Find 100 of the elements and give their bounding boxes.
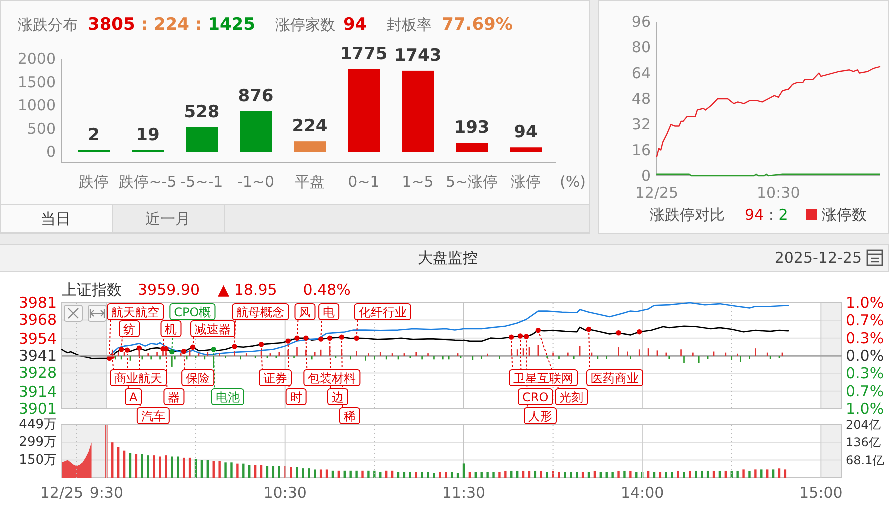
annotation: 边 [332, 390, 344, 404]
x-axis-title: (%) [560, 173, 586, 191]
x-tick-label: 9:30 [90, 484, 124, 502]
annotation: A [130, 390, 139, 404]
annotation: 化纤行业 [358, 306, 407, 320]
data-label: 528 [184, 102, 220, 122]
x-tick-label: 0~1 [348, 173, 380, 191]
y-tick-label: 32 [632, 116, 651, 134]
y-tick-label: 3954 [18, 330, 57, 348]
y-tick-label: 1000 [18, 96, 56, 114]
text: 3959.90 [138, 281, 200, 299]
x-tick-label: -5~-1 [180, 173, 224, 191]
text: ▲ 18.95 [218, 281, 278, 299]
y-tick-label: 3901 [18, 400, 57, 418]
annotation: 证券 [264, 372, 288, 386]
x-tick-label: 5~涨停 [446, 173, 498, 191]
annotation: 汽车 [141, 410, 166, 424]
annotation: 时 [290, 390, 302, 404]
y-tick-label: 0 [641, 167, 651, 185]
x-tick-label: 跌停~-5 [119, 173, 177, 191]
text: 3805 : 224 : 1425 [88, 15, 256, 35]
annotation: 保险 [186, 372, 210, 386]
annotation: 医药商业 [591, 372, 640, 386]
annotation: 机 [165, 322, 178, 336]
x-tick-label: 涨停 [511, 173, 541, 191]
y-tick-label: 64 [632, 64, 651, 82]
data-label: 193 [454, 118, 490, 138]
text: 涨跌停对比 [650, 206, 725, 224]
annotation: 电 [323, 306, 336, 320]
y-tick-label: 3914 [18, 382, 57, 401]
data-label: 876 [238, 86, 274, 106]
text: 94 [343, 15, 368, 35]
y-tick-label: 0.0% [846, 347, 884, 365]
chart-title: 大盘监控 [418, 249, 478, 267]
chart-title: 涨跌分布 [18, 16, 78, 34]
y-tick-label: 0.3% [846, 364, 884, 383]
x-tick-label: 1~5 [402, 173, 434, 191]
data-label: 94 [514, 122, 538, 143]
x-tick-label: 12/25 [40, 484, 84, 502]
x-tick-label: -1~0 [237, 173, 275, 191]
y-tick-label: 500 [27, 120, 56, 138]
y-tick-label: 3968 [18, 311, 57, 330]
data-label: 1775 [340, 44, 388, 64]
y-tick-label: 2000 [18, 50, 56, 68]
y-tick-label: 96 [632, 13, 651, 31]
y-tick-label: 48 [632, 90, 651, 108]
x-tick-label: 12/25 [635, 184, 679, 202]
y-tick-label: 3941 [18, 347, 57, 365]
annotation: 包装材料 [308, 372, 356, 386]
y-tick-label: 1.0% [846, 400, 884, 418]
y2-tick-label: 204亿 [846, 418, 881, 432]
y-tick-label: 449万 [19, 418, 57, 432]
annotation: 稀 [344, 410, 356, 424]
annotation: 纺 [124, 322, 136, 336]
text: 近一月 [146, 210, 190, 228]
y-tick-label: 299万 [19, 435, 57, 450]
y-tick-label: 3981 [18, 294, 57, 312]
y2-tick-label: 136亿 [846, 436, 881, 450]
legend-label: 涨停数 [822, 206, 867, 224]
text: 94 : 2 [745, 206, 788, 224]
x-tick-label: 11:30 [442, 484, 486, 502]
data-label: 2 [88, 126, 100, 146]
annotation: 航天航空 [112, 306, 160, 320]
y-tick-label: 0.7% [846, 382, 884, 400]
x-tick-label: 跌停 [79, 173, 109, 191]
annotation: CRO [522, 390, 549, 404]
annotation: 器 [168, 390, 180, 404]
y-tick-label: 16 [632, 141, 651, 160]
x-tick-label: 10:30 [757, 184, 800, 202]
annotation: 电池 [216, 390, 240, 404]
y-tick-label: 3928 [18, 364, 57, 382]
text: 2025-12-25 [774, 249, 862, 267]
y-tick-label: 0.7% [846, 312, 884, 330]
annotation: CPO概 [174, 306, 212, 320]
annotation: 卫星互联网 [514, 372, 574, 386]
data-label: 1743 [394, 46, 442, 66]
text: 0.48% [303, 281, 351, 299]
annotation: 减速器 [195, 322, 232, 336]
chart-subtitle: 上证指数 [62, 281, 122, 299]
text: 当日 [41, 210, 71, 228]
x-tick-label: 10:30 [264, 484, 307, 502]
annotation: 人形 [528, 410, 553, 424]
text: 涨停家数 [275, 16, 336, 34]
y2-tick-label: 68.1亿 [846, 453, 885, 468]
y-tick-label: 0.3% [846, 329, 884, 348]
text: 封板率 [387, 16, 432, 34]
y-tick-label: 1500 [18, 73, 56, 92]
x-tick-label: 15:00 [800, 484, 843, 502]
y-tick-label: 150万 [19, 452, 57, 468]
y-tick-label: 80 [632, 38, 651, 57]
annotation: 商业航天 [114, 372, 163, 386]
data-label: 224 [292, 116, 328, 137]
annotation: 光刻 [560, 390, 584, 404]
y-tick-label: 1.0% [846, 294, 884, 312]
annotation: 航母概念 [236, 306, 285, 320]
data-label: 19 [136, 126, 160, 146]
x-tick-label: 14:00 [620, 484, 664, 502]
text: 77.69% [442, 15, 513, 35]
y-tick-label: 0 [46, 143, 56, 161]
annotation: 风 [299, 306, 312, 320]
